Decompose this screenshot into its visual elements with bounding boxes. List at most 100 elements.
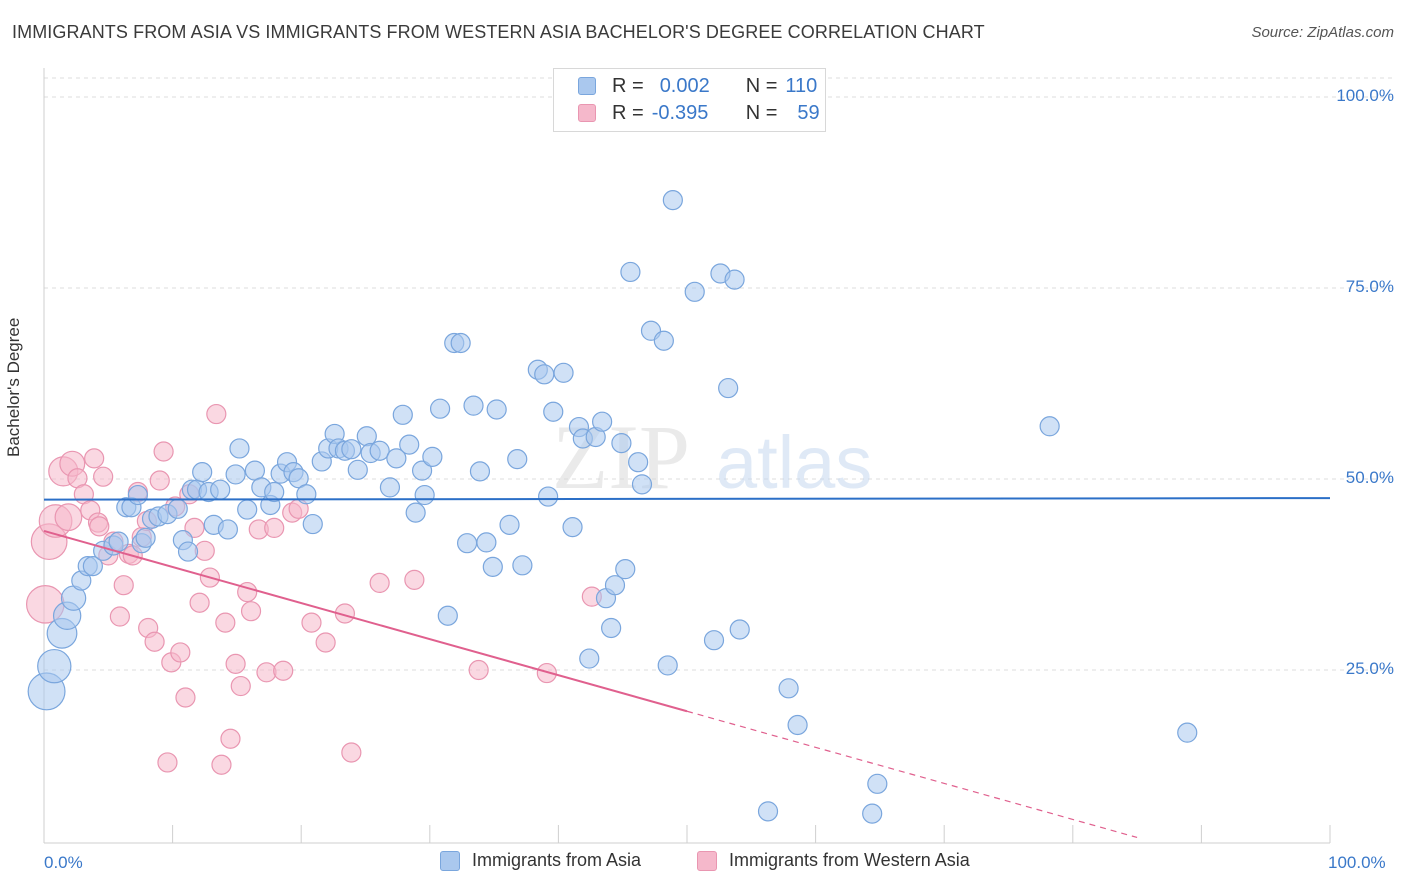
point-western-asia (157, 752, 178, 773)
point-asia (684, 281, 705, 302)
legend-row-asia: R = 0.002 N = 110 (578, 73, 817, 99)
point-asia (386, 448, 407, 469)
point-western-asia (211, 754, 232, 775)
point-asia (411, 460, 433, 481)
point-asia (486, 399, 507, 420)
point-asia (225, 464, 246, 485)
trend-line-western-asia (43, 529, 688, 713)
point-western-asia (215, 612, 236, 633)
point-western-asia (84, 448, 105, 469)
point-asia (135, 527, 156, 548)
legend-n-label: N = (745, 74, 778, 97)
point-western-asia (240, 601, 262, 622)
legend-n-label: N = (745, 101, 778, 124)
point-asia (463, 395, 484, 416)
watermark-atlas: atlas (716, 421, 872, 504)
point-western-asia (149, 470, 170, 491)
point-western-asia (273, 660, 294, 681)
y-tick-label: 100.0% (1336, 86, 1394, 105)
point-asia (392, 404, 413, 425)
point-asia (592, 411, 613, 432)
point-asia (601, 617, 622, 639)
point-asia (476, 532, 497, 553)
point-asia (499, 514, 520, 535)
axes-layer (43, 68, 1331, 844)
point-asia (37, 648, 72, 684)
point-western-asia (220, 728, 241, 749)
legend-n-value: 110 (785, 74, 818, 97)
point-western-asia (93, 466, 114, 487)
point-asia (237, 499, 258, 520)
bottom-legend-western-asia: Immigrants from Western Asia (697, 850, 970, 871)
point-western-asia (54, 503, 83, 532)
point-asia (778, 678, 799, 699)
point-asia (302, 513, 323, 535)
point-asia (167, 498, 188, 519)
point-asia (562, 517, 583, 538)
legend-n-value: 59 (797, 101, 820, 124)
point-asia (718, 377, 739, 399)
point-asia (703, 630, 725, 651)
point-western-asia (536, 662, 557, 684)
point-western-asia (206, 403, 227, 425)
point-asia (611, 432, 632, 454)
point-asia (657, 655, 678, 676)
point-western-asia (369, 572, 390, 594)
bottom-legend-asia: Immigrants from Asia (440, 850, 641, 871)
point-asia (662, 190, 683, 211)
point-asia (538, 486, 559, 507)
point-asia (108, 531, 129, 552)
point-western-asia (404, 569, 425, 590)
point-western-asia (264, 517, 285, 538)
point-asia (177, 541, 199, 562)
point-western-asia (256, 662, 277, 683)
point-asia (787, 714, 808, 736)
point-western-asia (109, 606, 130, 627)
point-asia (82, 555, 103, 577)
legend-swatch-blue (578, 77, 596, 95)
point-asia (127, 484, 148, 506)
point-asia (543, 401, 564, 422)
point-asia (414, 484, 435, 506)
bottom-legend-swatch-pink (697, 850, 717, 871)
point-asia (210, 479, 231, 500)
point-western-asia (144, 631, 165, 652)
point-asia (631, 474, 653, 495)
point-asia (553, 362, 574, 383)
point-asia (341, 439, 362, 460)
y-axis-title: Bachelor's Degree (4, 317, 23, 457)
point-western-asia (113, 575, 134, 596)
point-asia (1177, 722, 1198, 743)
point-western-asia (230, 675, 251, 697)
point-asia (244, 460, 266, 481)
point-asia (482, 556, 503, 577)
point-asia (620, 261, 641, 283)
legend-row-western-asia: R = -0.395 N = 59 (578, 100, 820, 126)
x-tick-label-min: 0.0% (44, 853, 83, 872)
point-asia (469, 461, 491, 482)
legend-r-label: R = (612, 101, 644, 124)
grid-layer (44, 77, 1392, 671)
point-asia (757, 801, 779, 822)
bottom-legend-swatch-blue (440, 850, 460, 871)
point-asia (422, 446, 443, 467)
point-asia (628, 452, 649, 473)
point-asia (296, 484, 317, 505)
point-asia (229, 438, 250, 459)
point-western-asia (341, 742, 362, 763)
trend-line-asia (43, 497, 1331, 501)
point-asia (456, 533, 478, 554)
points-layer (25, 190, 1198, 824)
point-asia (264, 481, 285, 503)
point-asia (429, 398, 451, 419)
y-tick-label: 75.0% (1345, 277, 1394, 296)
correlation-legend: R = 0.002 N = 110 R = -0.395 N = 59 (553, 68, 826, 132)
point-asia (729, 619, 750, 640)
trend-layer (43, 497, 1331, 839)
legend-swatch-pink (578, 104, 596, 122)
legend-r-value: -0.395 (651, 101, 709, 124)
point-western-asia (175, 687, 196, 708)
legend-r-value: 0.002 (659, 74, 710, 97)
point-asia (862, 803, 883, 824)
